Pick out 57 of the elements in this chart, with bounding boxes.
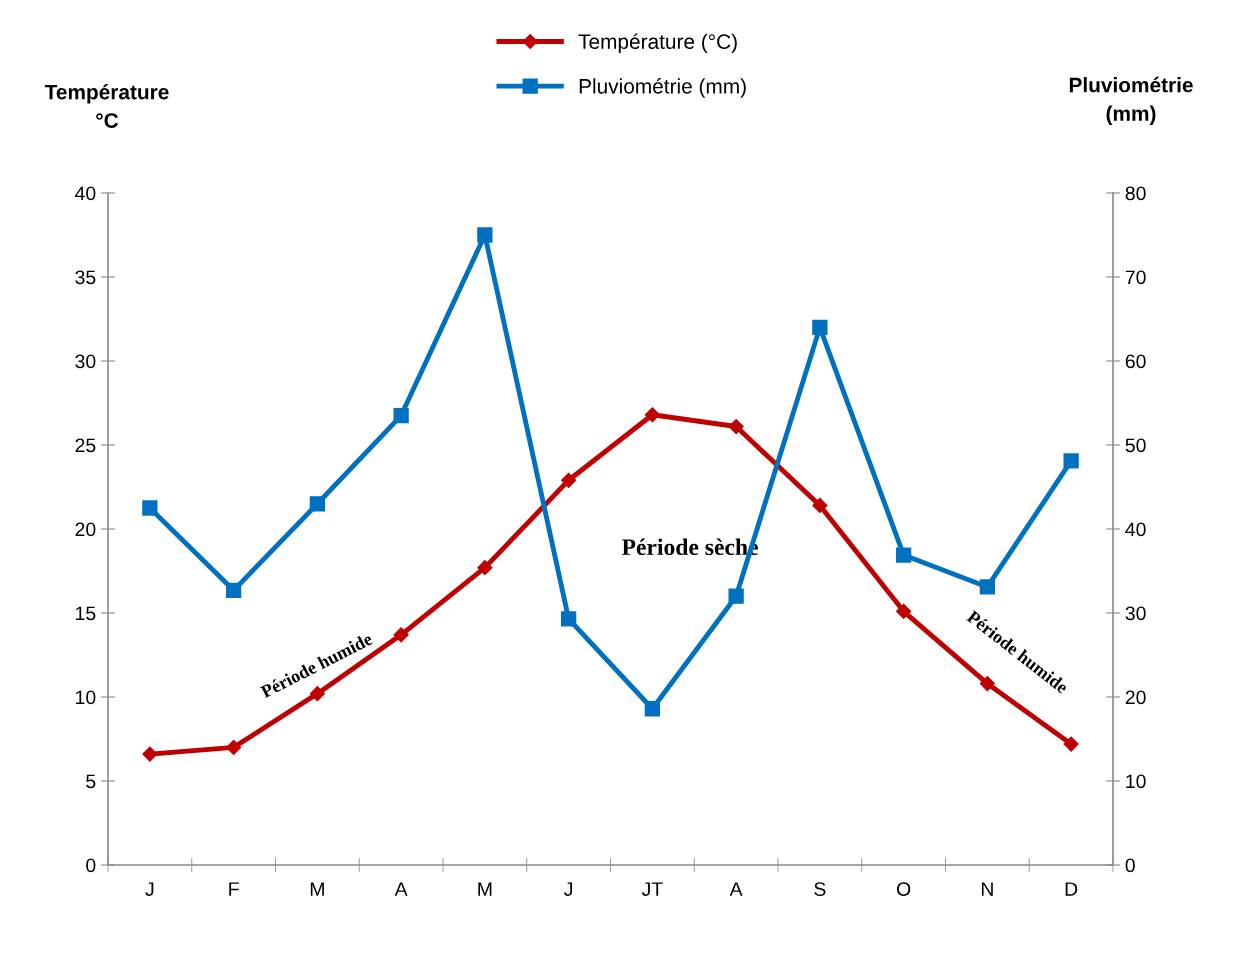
point: [142, 500, 158, 516]
legend-label: Pluviométrie (mm): [579, 78, 746, 98]
y-tick-label: 30: [75, 354, 96, 369]
x-tick-label: A: [394, 882, 408, 896]
y-tick-label: 25: [75, 438, 96, 453]
point: [728, 418, 744, 435]
point: [644, 407, 660, 423]
x-tick-label: S: [814, 882, 826, 896]
y-tick-label: 0: [86, 858, 96, 873]
y2-tick-label: 60: [1125, 354, 1146, 369]
y-tick-label: 20: [75, 522, 96, 537]
point: [895, 547, 912, 563]
y-tick-label: 40: [75, 186, 96, 201]
x-tick-label: F: [229, 882, 239, 896]
x-tick-label: J: [145, 882, 154, 896]
y-tick-label: 15: [76, 606, 96, 621]
y2-tick-label: 80: [1125, 186, 1146, 201]
point: [561, 472, 577, 488]
point: [812, 319, 828, 336]
y2-axis-title: Pluviométrie (mm): [1069, 76, 1193, 125]
point: [309, 496, 326, 512]
x-tick-label: JT: [641, 882, 663, 896]
point: [226, 739, 242, 755]
point: [560, 611, 577, 627]
point: [1063, 453, 1079, 469]
y2-tick-label: 30: [1125, 606, 1146, 621]
point: [225, 582, 242, 598]
y2-tick-label: 40: [1125, 522, 1146, 537]
point: [142, 746, 158, 762]
y2-tick-label: 70: [1125, 270, 1146, 285]
point: [477, 560, 493, 576]
point: [393, 407, 409, 424]
x-tick-label: M: [310, 882, 324, 896]
x-tick-label: J: [564, 882, 573, 896]
y2-tick-label: 10: [1126, 774, 1146, 789]
point: [979, 579, 996, 595]
x-tick-label: M: [478, 882, 492, 896]
x-tick-label: N: [981, 882, 993, 896]
point: [728, 588, 744, 604]
point: [979, 675, 995, 692]
y2-tick-label: 50: [1125, 438, 1146, 453]
x-tick-label: O: [896, 882, 911, 896]
point: [896, 603, 912, 619]
y2-tick-label: 0: [1125, 858, 1135, 873]
x-tick-label: D: [1065, 882, 1078, 896]
y-tick-label: 35: [75, 270, 96, 285]
x-tick-label: A: [729, 882, 743, 896]
point: [477, 227, 493, 243]
y-tick-label: 10: [76, 690, 96, 705]
point: [393, 627, 409, 643]
y-axis-title: Température °C: [44, 83, 169, 128]
y-tick-label: 5: [86, 774, 96, 789]
y2-tick-label: 20: [1125, 690, 1146, 705]
legend-label: Température (°C): [578, 33, 737, 54]
point: [644, 701, 661, 717]
point: [812, 497, 828, 514]
point: [1063, 736, 1079, 752]
